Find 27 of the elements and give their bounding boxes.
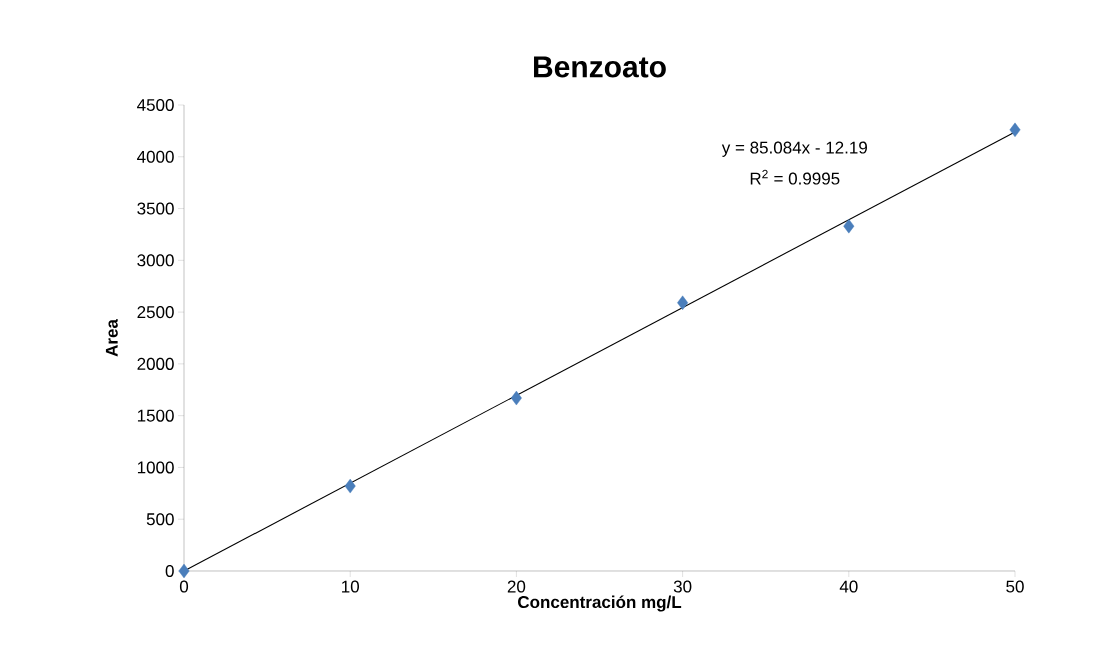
y-tick-label: 1500 — [137, 409, 174, 422]
x-tick-label: 0 — [179, 580, 189, 593]
y-tick-label: 3500 — [137, 202, 174, 215]
point — [510, 390, 522, 406]
y-tick-label: 500 — [146, 513, 174, 526]
y-tick-label: 4000 — [137, 150, 174, 163]
annotation: y = 85.084x - 12.19 — [721, 141, 867, 157]
y-tick-label: 1000 — [137, 461, 174, 474]
point — [843, 218, 855, 234]
x-tick-label: 30 — [673, 580, 692, 593]
point — [344, 478, 356, 494]
x-axis-title: Concentración mg/L — [518, 595, 682, 612]
annotation: R$^{2}$ = 0.9995 — [750, 169, 840, 185]
x-tick-label: 20 — [507, 580, 526, 593]
y-tick-label: 3000 — [137, 254, 174, 267]
y-axis-title: Area — [105, 318, 118, 357]
point — [1009, 122, 1021, 138]
point — [677, 295, 689, 310]
chart-title: Benzoato — [534, 56, 666, 78]
point — [178, 563, 190, 579]
x-tick-label: 10 — [342, 580, 359, 593]
x-tick-label: 50 — [1006, 580, 1024, 593]
x-tick-label: 40 — [839, 580, 858, 593]
y-tick-label: 4500 — [137, 98, 174, 112]
y-tick-label: 2500 — [137, 306, 174, 319]
y-tick-label: 2000 — [137, 357, 174, 370]
y-tick-label: 0 — [165, 564, 174, 578]
